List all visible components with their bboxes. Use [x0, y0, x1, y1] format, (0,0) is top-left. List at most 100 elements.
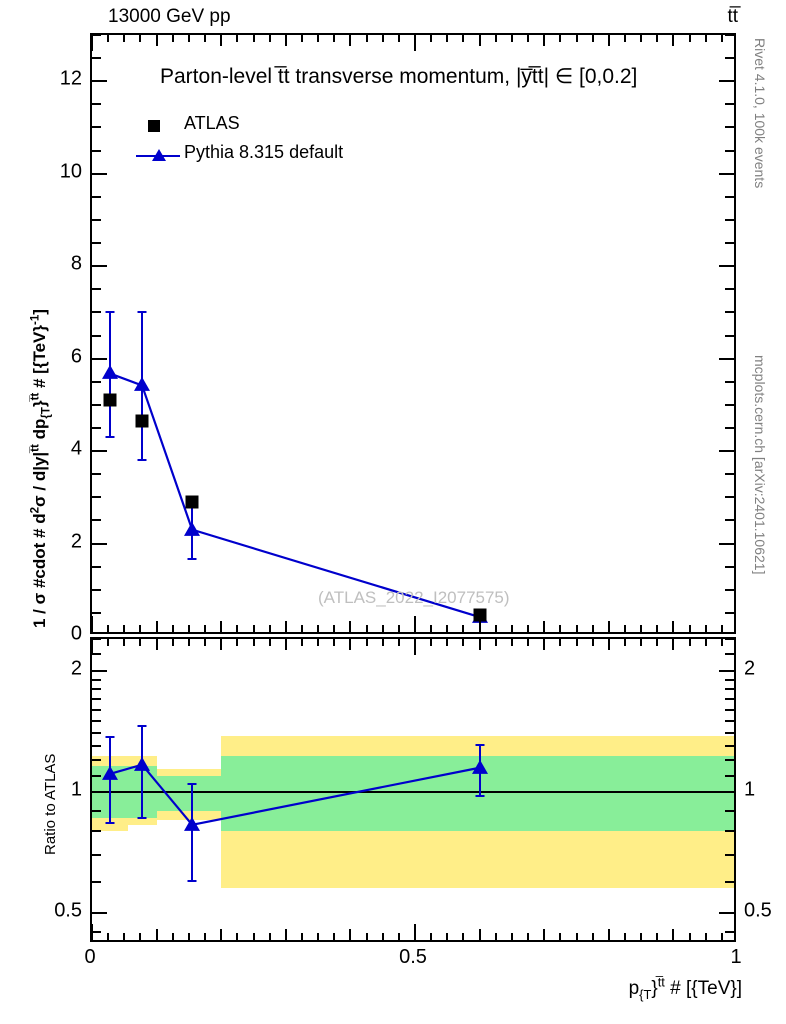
axis-tick — [92, 830, 101, 833]
axis-tick — [704, 933, 707, 940]
axis-tick — [92, 35, 93, 51]
ratio-reference-line — [92, 791, 734, 794]
axis-tick — [92, 242, 101, 245]
axis-tick — [623, 625, 626, 632]
data-point-marker-triangle — [184, 816, 201, 831]
axis-tick — [725, 688, 734, 691]
axis-tick — [220, 929, 223, 940]
main-ytick-label: 8 — [70, 252, 82, 275]
x-tick-label: 0 — [84, 946, 96, 968]
data-point-marker-square — [185, 495, 199, 509]
axis-tick — [349, 929, 352, 940]
axis-tick — [92, 720, 101, 723]
axis-tick — [92, 759, 101, 762]
axis-tick — [414, 924, 416, 940]
axis-tick — [478, 35, 481, 46]
axis-tick — [446, 933, 449, 940]
data-point-marker-square — [103, 393, 117, 407]
axis-tick — [510, 933, 513, 940]
axis-tick — [575, 35, 578, 42]
axis-tick — [725, 35, 734, 36]
main-plot-panel — [90, 33, 736, 634]
axis-tick — [725, 519, 734, 522]
axis-tick — [92, 496, 101, 499]
axis-tick — [92, 195, 101, 198]
axis-tick — [220, 35, 223, 46]
error-bar-cap — [105, 435, 115, 438]
axis-tick — [640, 639, 643, 646]
ratio-ytick-label-left: 1 — [70, 778, 82, 801]
axis-tick — [92, 357, 107, 360]
axis-tick — [725, 880, 734, 883]
axis-tick — [92, 103, 101, 106]
axis-tick — [725, 334, 734, 337]
axis-tick — [510, 639, 513, 646]
axis-tick — [155, 639, 158, 650]
axis-tick — [123, 933, 126, 940]
axis-tick — [607, 35, 610, 46]
axis-tick — [397, 625, 400, 632]
axis-tick — [725, 380, 734, 383]
axis-tick — [92, 149, 101, 152]
axis-tick — [92, 745, 101, 748]
axis-tick — [236, 639, 239, 646]
axis-tick — [510, 35, 513, 42]
rivet-version-caption: Rivet 4.1.0, 100k events — [752, 38, 768, 189]
axis-tick — [92, 732, 101, 735]
error-bar-cap — [187, 880, 197, 883]
axis-tick — [725, 759, 734, 762]
axis-tick — [107, 933, 110, 940]
axis-tick — [92, 311, 101, 314]
axis-tick — [725, 57, 734, 60]
axis-tick — [640, 933, 643, 940]
axis-tick — [672, 639, 675, 650]
axis-tick — [725, 809, 734, 812]
axis-tick — [92, 403, 101, 406]
axis-tick — [92, 708, 101, 711]
axis-tick — [92, 565, 101, 568]
error-bar — [191, 782, 194, 881]
axis-tick — [656, 35, 659, 42]
axis-tick — [430, 639, 433, 646]
axis-tick — [446, 625, 449, 632]
axis-tick — [397, 639, 400, 646]
axis-tick — [725, 653, 734, 656]
ratio-ytick-label-left: 0.5 — [54, 899, 82, 922]
axis-tick — [92, 678, 101, 681]
axis-tick — [462, 625, 465, 632]
axis-tick — [725, 311, 734, 314]
mcplots-source-caption: mcplots.cern.ch [arXiv:2401.10621] — [752, 355, 768, 575]
axis-tick — [92, 653, 101, 656]
error-bar-cap — [187, 782, 197, 785]
data-point-marker-triangle — [134, 377, 151, 392]
axis-tick — [284, 639, 287, 650]
axis-tick — [92, 57, 101, 60]
axis-tick — [204, 625, 207, 632]
axis-tick — [414, 616, 416, 632]
legend-label-atlas: ATLAS — [184, 113, 240, 133]
axis-tick — [92, 880, 101, 883]
axis-tick — [725, 853, 734, 856]
axis-tick — [365, 625, 368, 632]
axis-tick — [704, 639, 707, 646]
axis-tick — [725, 288, 734, 291]
main-ytick-label: 6 — [70, 345, 82, 368]
data-point-marker-triangle — [101, 365, 118, 380]
axis-tick — [123, 35, 126, 42]
axis-tick — [123, 625, 126, 632]
square-marker-icon — [148, 120, 160, 132]
axis-tick — [719, 265, 734, 268]
axis-tick — [575, 625, 578, 632]
axis-tick — [317, 35, 320, 42]
axis-tick — [92, 126, 101, 129]
axis-tick — [725, 639, 734, 640]
error-bar-cap — [137, 724, 147, 727]
error-bar-cap — [137, 816, 147, 819]
axis-tick — [719, 450, 734, 453]
data-point-marker-square — [135, 414, 149, 428]
axis-tick — [446, 35, 449, 42]
axis-tick — [92, 774, 101, 777]
axis-tick — [92, 791, 107, 794]
axis-tick — [543, 639, 546, 650]
error-bar-cap — [475, 744, 485, 747]
